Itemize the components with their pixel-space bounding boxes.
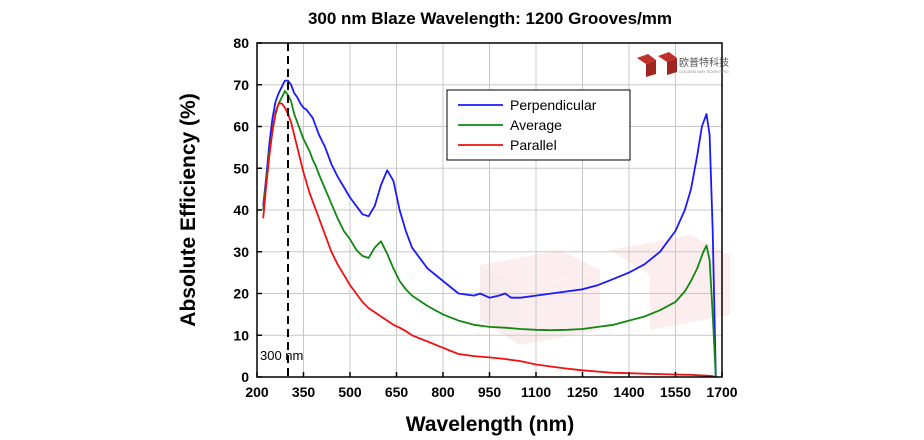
x-tick-label: 650 xyxy=(385,384,409,400)
x-axis-ticks: 200 350 500 650 800 950 1100 1250 1400 1550 1700 xyxy=(245,372,738,400)
legend-label: Average xyxy=(510,117,562,133)
x-tick-label: 1400 xyxy=(613,384,644,400)
y-tick-label: 50 xyxy=(233,160,249,176)
series-line-average xyxy=(262,90,717,378)
y-axis-ticks: 0 10 20 30 40 50 60 70 80 xyxy=(233,35,262,385)
y-tick-label: 80 xyxy=(233,35,249,51)
y-tick-label: 40 xyxy=(233,202,249,218)
x-tick-label: 500 xyxy=(338,384,362,400)
y-tick-label: 60 xyxy=(233,119,249,135)
x-tick-label: 350 xyxy=(292,384,316,400)
legend: Perpendicular Average Parallel xyxy=(446,89,631,161)
x-tick-label: 1100 xyxy=(521,384,552,400)
x-tick-label: 950 xyxy=(478,384,502,400)
blaze-wavelength-label: 300 nm xyxy=(260,348,303,363)
x-tick-label: 1250 xyxy=(567,384,598,400)
x-tick-label: 1700 xyxy=(706,384,737,400)
legend-label: Parallel xyxy=(510,137,557,153)
series-line-parallel xyxy=(262,102,717,378)
y-tick-label: 70 xyxy=(233,77,249,93)
chart-title: 300 nm Blaze Wavelength: 1200 Grooves/mm xyxy=(308,9,672,28)
x-tick-label: 200 xyxy=(245,384,269,400)
company-logo: 欧普特科技 GOLDEN WAY SCIENTIFIC xyxy=(637,52,729,77)
y-tick-label: 30 xyxy=(233,244,249,260)
logo-subtext: GOLDEN WAY SCIENTIFIC xyxy=(679,69,729,74)
series-layer xyxy=(262,79,717,378)
y-tick-label: 0 xyxy=(241,369,249,385)
x-tick-label: 1550 xyxy=(660,384,691,400)
logo-text: 欧普特科技 xyxy=(679,56,729,69)
legend-label: Perpendicular xyxy=(510,97,597,113)
x-axis-label: Wavelength (nm) xyxy=(406,413,574,436)
series-line-perpendicular xyxy=(262,79,717,378)
x-tick-label: 800 xyxy=(431,384,455,400)
y-tick-label: 20 xyxy=(233,286,249,302)
y-axis-label: Absolute Efficiency (%) xyxy=(177,93,200,326)
y-tick-label: 10 xyxy=(233,327,249,343)
